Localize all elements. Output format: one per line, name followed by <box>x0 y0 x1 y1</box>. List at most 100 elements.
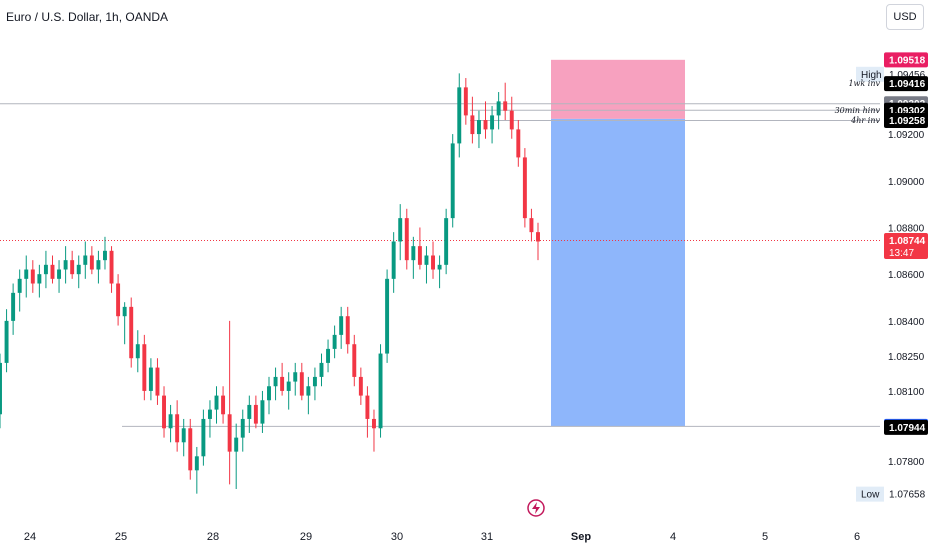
x-tick-label: 31 <box>481 531 493 543</box>
candle-body <box>483 120 488 130</box>
chart-title: Euro / U.S. Dollar, 1h, OANDA <box>6 10 169 24</box>
candle-body <box>201 418 206 457</box>
candle-body <box>358 376 363 396</box>
candle-body <box>372 418 376 429</box>
candle-body <box>404 218 409 261</box>
candle-body <box>168 414 173 429</box>
candle-body <box>457 87 462 144</box>
price-tag-value: 1.09456 <box>889 70 926 81</box>
lightning-icon[interactable] <box>527 499 545 517</box>
candle-body <box>50 264 55 279</box>
y-tick-label: 1.08100 <box>888 387 925 398</box>
price-tag-countdown: 13:47 <box>889 248 914 259</box>
candle-body <box>431 255 435 270</box>
candle-body <box>476 120 481 135</box>
candle-body <box>411 246 416 261</box>
price-tag <box>884 113 928 129</box>
y-tick-label: 1.09000 <box>888 177 925 188</box>
candle-body <box>122 306 127 317</box>
candle-body <box>148 367 153 391</box>
candle-body <box>267 386 271 401</box>
price-tag-label: Low <box>861 490 880 501</box>
candle-body <box>129 306 134 359</box>
candle-body <box>63 260 68 270</box>
candle-body <box>352 344 357 377</box>
candle-body <box>326 348 331 363</box>
candle-body <box>280 376 285 391</box>
price-tag-value: 1.08744 <box>889 236 926 247</box>
candle-body <box>273 376 278 387</box>
candle-body <box>444 218 449 265</box>
price-tag-label-bg <box>856 486 884 502</box>
x-tick-label: 28 <box>207 531 219 543</box>
price-tag-label: 1wk inv <box>848 79 880 88</box>
candle-body <box>463 87 468 116</box>
candle-body <box>11 292 16 321</box>
candle-body <box>116 283 121 317</box>
candle-body <box>312 376 317 387</box>
price-tag-label: High <box>861 70 882 81</box>
price-tag <box>884 76 928 92</box>
candle-body <box>424 255 429 265</box>
price-tag-value: 1.09416 <box>889 79 926 90</box>
candle-body <box>37 274 42 284</box>
candle-body <box>207 409 212 419</box>
take-profit-zone[interactable] <box>551 118 685 427</box>
candle-body <box>96 260 101 270</box>
price-tag <box>884 419 928 435</box>
stop-loss-zone[interactable] <box>551 59 685 119</box>
y-tick-label: 1.08600 <box>888 270 925 281</box>
candle-body <box>135 344 140 359</box>
y-tick-label: 1.08400 <box>888 317 925 328</box>
candle-body <box>417 246 422 265</box>
candle-body <box>385 278 390 354</box>
candle-body <box>188 428 193 471</box>
currency-button[interactable]: USD <box>886 4 924 30</box>
candle-body <box>240 418 245 438</box>
price-tag-value: 1.07658 <box>889 490 926 501</box>
candle-body <box>155 367 160 396</box>
candle-body <box>299 372 304 396</box>
price-tag-value: 1.09302 <box>889 106 926 117</box>
candle-body <box>378 353 383 429</box>
candle-body <box>319 362 324 377</box>
candle-body <box>332 334 337 349</box>
candle-body <box>398 218 403 242</box>
candle-body <box>260 400 265 424</box>
price-tag-value: 1.07944 <box>889 423 926 434</box>
candle-body <box>509 110 514 130</box>
candle-body <box>0 362 2 415</box>
candle-body <box>175 414 180 443</box>
candle-body <box>194 456 199 471</box>
candle-body <box>57 269 62 279</box>
candle-body <box>391 241 396 279</box>
candle-body <box>142 344 147 391</box>
candle-body <box>43 264 48 275</box>
candle-body <box>83 255 88 265</box>
candle-body <box>293 372 298 382</box>
y-tick-label: 1.08800 <box>888 223 925 234</box>
candle-body <box>503 101 508 111</box>
candle-body <box>253 404 258 424</box>
candle-body <box>89 255 94 270</box>
y-tick-label: 1.08250 <box>888 352 925 363</box>
price-tag-value: 1.09518 <box>889 55 926 66</box>
candle-body <box>162 395 166 429</box>
candle-body <box>227 414 232 452</box>
price-tag-value: 1.09258 <box>889 116 926 127</box>
y-tick-label: 1.09200 <box>888 130 925 141</box>
candle-body <box>30 269 35 284</box>
x-tick-label: 6 <box>854 531 860 543</box>
candle-body <box>234 437 239 452</box>
y-tick-label: 1.07800 <box>888 457 925 468</box>
candle-body <box>470 115 475 135</box>
price-tag-label: 30min hinv <box>835 106 881 115</box>
x-tick-label: 5 <box>762 531 768 543</box>
candle-body <box>437 264 442 270</box>
candle-body <box>529 218 534 233</box>
price-tag-label-bg <box>856 66 884 82</box>
x-tick-label: 24 <box>24 531 36 543</box>
candle-body <box>17 278 22 293</box>
price-tag <box>884 52 928 68</box>
